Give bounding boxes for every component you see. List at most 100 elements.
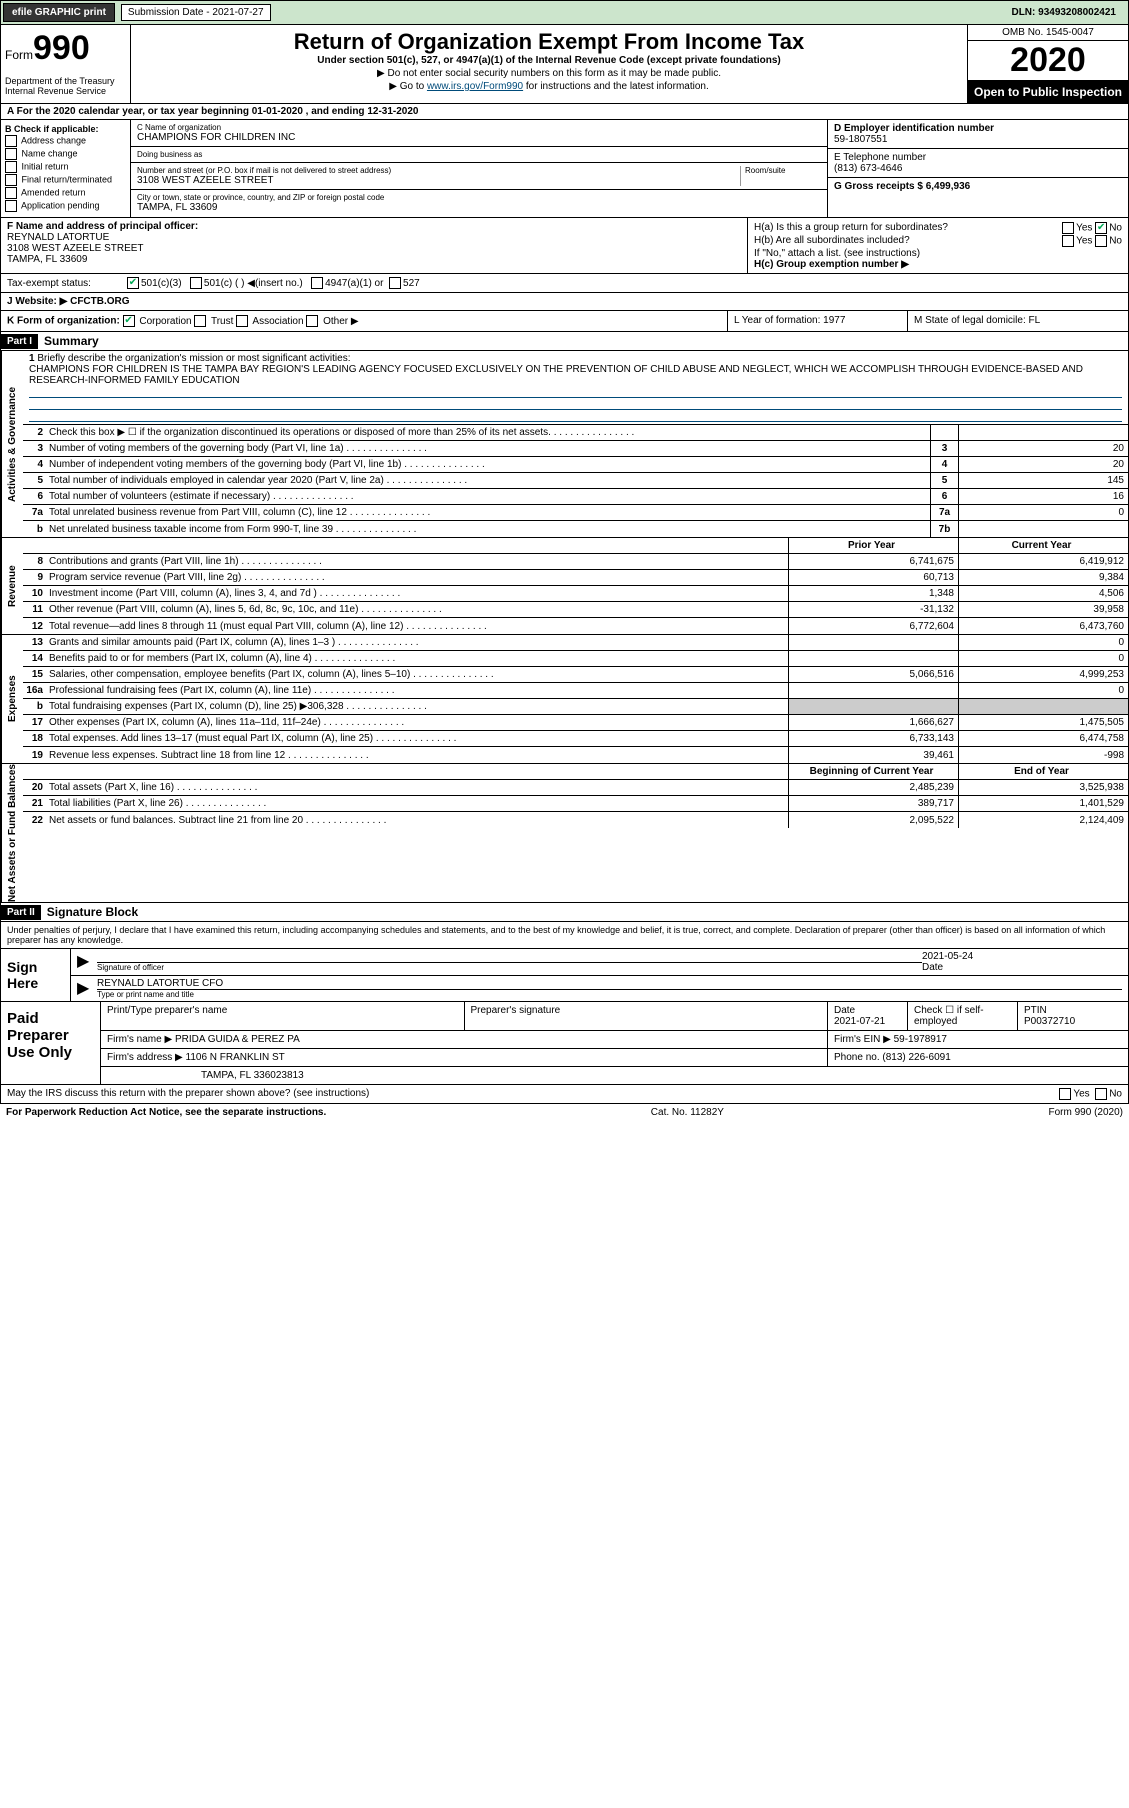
line-val <box>958 521 1128 537</box>
line-desc: Total revenue—add lines 8 through 11 (mu… <box>47 620 788 633</box>
header-line1: ▶ Do not enter social security numbers o… <box>135 68 963 79</box>
gross-receipts: G Gross receipts $ 6,499,936 <box>834 181 1122 192</box>
section-b: B Check if applicable: Address change Na… <box>1 120 131 217</box>
open-public: Open to Public Inspection <box>968 81 1128 103</box>
line2-post: for instructions and the latest informat… <box>523 81 709 92</box>
curr-val: -998 <box>958 747 1128 763</box>
l-year: L Year of formation: 1977 <box>728 311 908 331</box>
line-num: 20 <box>23 782 47 793</box>
paid-r2: Firm's name ▶ PRIDA GUIDA & PEREZ PA Fir… <box>101 1031 1128 1049</box>
revenue-label: Revenue <box>1 538 23 634</box>
part2-title: Signature Block <box>41 903 144 921</box>
sig-date: 2021-05-24 <box>922 951 1122 962</box>
expenses-block: Expenses 13Grants and similar amounts pa… <box>0 635 1129 764</box>
tax-label: Tax-exempt status: <box>7 278 127 289</box>
opt3: 4947(a)(1) or <box>325 278 383 289</box>
k-chk-0[interactable] <box>123 315 135 327</box>
ha-no-chk[interactable] <box>1095 222 1107 234</box>
addr: 3108 WEST AZEELE STREET <box>137 175 740 186</box>
city-label: City or town, state or province, country… <box>137 193 821 202</box>
line-11: 11Other revenue (Part VIII, column (A), … <box>23 602 1128 618</box>
line-val <box>958 425 1128 440</box>
k-chk-2[interactable] <box>236 315 248 327</box>
prior-val: 2,095,522 <box>788 812 958 828</box>
tel: (813) 673-4646 <box>834 163 1122 174</box>
prior-val: 5,066,516 <box>788 667 958 682</box>
prior-val <box>788 635 958 650</box>
line-num: 16a <box>23 685 47 696</box>
line-box: 7a <box>930 505 958 520</box>
mission-num: 1 <box>29 353 35 364</box>
prior-val: 6,741,675 <box>788 554 958 569</box>
ha-yes-chk[interactable] <box>1062 222 1074 234</box>
form-title: Return of Organization Exempt From Incom… <box>135 29 963 55</box>
na-hdr: Beginning of Current Year End of Year <box>23 764 1128 780</box>
part2-hdr: Part II <box>1 905 41 920</box>
city-block: City or town, state or province, country… <box>131 190 827 216</box>
line-10: 10Investment income (Part VIII, column (… <box>23 586 1128 602</box>
k-chk-1[interactable] <box>194 315 206 327</box>
line-5: 5Total number of individuals employed in… <box>23 473 1128 489</box>
line-desc: Program service revenue (Part VIII, line… <box>47 571 788 584</box>
part1-hdr: Part I <box>1 334 38 349</box>
form-number: Form990 <box>5 29 126 68</box>
b-opt-5[interactable]: Application pending <box>5 200 126 212</box>
hb-yes-chk[interactable] <box>1062 235 1074 247</box>
curr-val: 3,525,938 <box>958 780 1128 795</box>
501c-chk[interactable] <box>190 277 202 289</box>
opt4: 527 <box>403 278 420 289</box>
section-f: F Name and address of principal officer:… <box>1 218 748 273</box>
line-desc: Total liabilities (Part X, line 26) <box>47 797 788 810</box>
4947-chk[interactable] <box>311 277 323 289</box>
501c3-chk[interactable] <box>127 277 139 289</box>
b-opt-0[interactable]: Address change <box>5 135 126 147</box>
paid-r1: Print/Type preparer's name Preparer's si… <box>101 1002 1128 1031</box>
line-8: 8Contributions and grants (Part VIII, li… <box>23 554 1128 570</box>
sign-here-block: Sign Here ▶ Signature of officer 2021-05… <box>0 949 1129 1002</box>
line-7a: 7aTotal unrelated business revenue from … <box>23 505 1128 521</box>
curr-val: 6,474,758 <box>958 731 1128 746</box>
governance-label: Activities & Governance <box>1 351 23 537</box>
line-num: 10 <box>23 588 47 599</box>
form-word: Form <box>5 48 33 62</box>
website-val: CFCTB.ORG <box>70 296 129 307</box>
mission-text: CHAMPIONS FOR CHILDREN IS THE TAMPA BAY … <box>29 364 1122 386</box>
prior-val: 2,485,239 <box>788 780 958 795</box>
line-num: b <box>23 524 47 535</box>
b-opt-4[interactable]: Amended return <box>5 187 126 199</box>
prior-val <box>788 651 958 666</box>
prior-val: 6,733,143 <box>788 731 958 746</box>
line-box: 4 <box>930 457 958 472</box>
hb-note: If "No," attach a list. (see instruction… <box>754 248 1122 259</box>
line-num: 18 <box>23 733 47 744</box>
line-num: 17 <box>23 717 47 728</box>
line-desc: Total fundraising expenses (Part IX, col… <box>47 700 788 713</box>
part2-row: Part II Signature Block <box>0 903 1129 922</box>
hb-no-chk[interactable] <box>1095 235 1107 247</box>
discuss-yes-chk[interactable] <box>1059 1088 1071 1100</box>
opt1: 501(c)(3) <box>141 278 182 289</box>
ha-no: No <box>1109 223 1122 234</box>
ptin: P00372710 <box>1024 1016 1075 1027</box>
line-desc: Grants and similar amounts paid (Part IX… <box>47 636 788 649</box>
line-desc: Total number of volunteers (estimate if … <box>47 490 930 503</box>
b-opt-3[interactable]: Final return/terminated <box>5 174 126 186</box>
sig-name: REYNALD LATORTUE CFO <box>97 978 1122 989</box>
name-label: C Name of organization <box>137 123 821 132</box>
block-fgh: F Name and address of principal officer:… <box>0 218 1129 274</box>
addr-label: Number and street (or P.O. box if mail i… <box>137 166 740 175</box>
line-box: 6 <box>930 489 958 504</box>
k-chk-3[interactable] <box>306 315 318 327</box>
section-h: H(a) Is this a group return for subordin… <box>748 218 1128 273</box>
efile-btn[interactable]: efile GRAPHIC print <box>3 3 115 22</box>
paid-preparer-block: Paid Preparer Use Only Print/Type prepar… <box>0 1002 1129 1085</box>
line-22: 22Net assets or fund balances. Subtract … <box>23 812 1128 828</box>
b-opt-1[interactable]: Name change <box>5 148 126 160</box>
sig-intro: Under penalties of perjury, I declare th… <box>0 922 1129 949</box>
discuss-no-chk[interactable] <box>1095 1088 1107 1100</box>
b-opt-2[interactable]: Initial return <box>5 161 126 173</box>
irs-link[interactable]: www.irs.gov/Form990 <box>427 81 523 92</box>
527-chk[interactable] <box>389 277 401 289</box>
prep-sig-lbl: Preparer's signature <box>465 1002 829 1030</box>
line-desc: Other expenses (Part IX, column (A), lin… <box>47 716 788 729</box>
